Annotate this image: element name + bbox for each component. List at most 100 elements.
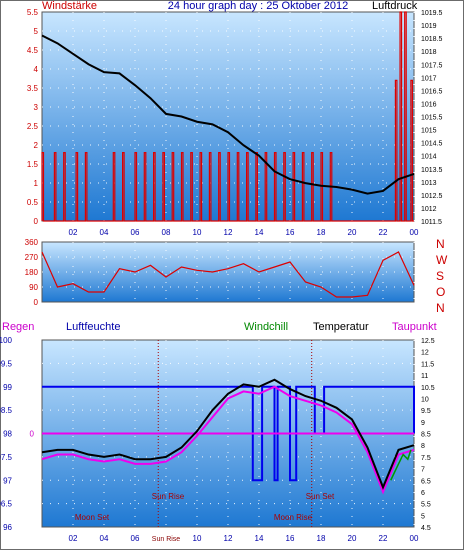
wind-direction-series	[41, 251, 415, 298]
graph-frame	[0, 0, 464, 550]
left-tick-label: 1.5	[27, 160, 39, 169]
humidity-tick-label: 97	[3, 476, 12, 485]
temperature-tick-label: 10	[421, 396, 429, 403]
right-tick-label: 1017	[421, 75, 437, 82]
x-tick-label: 14	[255, 534, 264, 543]
temperatur-label: Temperatur	[313, 321, 369, 333]
right-tick-label: 1012.5	[421, 193, 443, 200]
moon-rise-annotation: Moon Rise	[274, 513, 313, 522]
temperature-tick-label: 5	[421, 513, 425, 520]
right-axis-label: Luftdruck	[372, 0, 418, 12]
x-tick-label: 00	[410, 228, 419, 237]
right-tick-label: 1019	[421, 23, 437, 30]
x-tick-label: 04	[100, 228, 109, 237]
temperature-tick-label: 7	[421, 467, 425, 474]
temperature-series	[41, 378, 415, 490]
x-tick-label: 04	[100, 534, 109, 543]
x-tick-label: 08	[162, 228, 171, 237]
direction-tick-label: 270	[25, 253, 39, 262]
right-tick-label: 1018.5	[421, 36, 443, 43]
x-tick-label: 18	[317, 534, 326, 543]
luftfeuchte-label: Luftfeuchte	[66, 321, 120, 333]
humidity-tick-label: 99	[3, 383, 12, 392]
x-tick-label: Sun Rise	[152, 536, 181, 543]
temperature-tick-label: 8	[421, 443, 425, 450]
x-tick-label: 16	[286, 228, 295, 237]
x-tick-label: 06	[131, 534, 140, 543]
x-tick-label: 20	[348, 534, 357, 543]
right-tick-label: 1016.5	[421, 88, 443, 95]
dewpoint-series	[41, 385, 415, 495]
x-tick-label: 10	[193, 228, 202, 237]
temperature-tick-label: 6.5	[421, 478, 431, 485]
x-tick-label: 06	[131, 228, 140, 237]
windchill-series	[390, 449, 412, 481]
x-tick-label: 12	[224, 228, 233, 237]
compass-label: N	[436, 301, 445, 315]
compass-label: S	[436, 269, 444, 283]
right-tick-label: 1019.5	[421, 10, 443, 17]
left-tick-label: 1	[34, 179, 39, 188]
right-tick-label: 1018	[421, 49, 437, 56]
x-tick-label: 14	[255, 228, 264, 237]
temperature-tick-label: 12	[421, 350, 429, 357]
left-tick-label: 3	[34, 103, 39, 112]
right-tick-label: 1016	[421, 101, 437, 108]
x-tick-label: 20	[348, 228, 357, 237]
wind-speed-series	[41, 11, 414, 222]
compass-label: O	[436, 285, 445, 299]
moon-set-annotation: Moon Set	[75, 513, 110, 522]
regen-label: Regen	[2, 321, 34, 333]
right-tick-label: 1013	[421, 180, 437, 187]
left-tick-label: 0	[34, 217, 39, 226]
temperature-tick-label: 9.5	[421, 408, 431, 415]
sun-rise-annotation: Sun Rise	[152, 492, 185, 501]
regen-tick-label: 0	[30, 430, 35, 439]
humidity-tick-label: 97.5	[0, 453, 13, 462]
right-tick-label: 1014	[421, 154, 437, 161]
windchill-label: Windchill	[244, 321, 288, 333]
temperature-tick-label: 8.5	[421, 432, 431, 439]
direction-tick-label: 360	[25, 238, 39, 247]
humidity-tick-label: 96.5	[0, 500, 13, 509]
right-tick-label: 1015.5	[421, 115, 443, 122]
left-tick-label: 4.5	[27, 46, 39, 55]
humidity-tick-label: 96	[3, 523, 12, 532]
humidity-tick-label: 100	[0, 336, 13, 345]
x-tick-label: 22	[379, 534, 388, 543]
left-tick-label: 0.5	[27, 198, 39, 207]
x-tick-label: 10	[193, 534, 202, 543]
direction-tick-label: 90	[29, 283, 38, 292]
temperature-tick-label: 5.5	[421, 502, 431, 509]
sun-set-annotation: Sun Set	[306, 492, 335, 501]
chart-title: 24 hour graph day : 25 Oktober 2012	[168, 0, 348, 12]
right-tick-label: 1012	[421, 206, 437, 213]
humidity-tick-label: 98	[3, 430, 12, 439]
humidity-tick-label: 98.5	[0, 406, 13, 415]
pressure-series	[41, 34, 415, 195]
right-tick-label: 1017.5	[421, 62, 443, 69]
taupunkt-label: Taupunkt	[392, 321, 437, 333]
x-tick-label: 12	[224, 534, 233, 543]
humidity-tick-label: 99.5	[0, 359, 13, 368]
left-axis-label: Windstärke	[42, 0, 97, 12]
direction-tick-label: 0	[34, 298, 39, 307]
left-tick-label: 2	[34, 141, 39, 150]
compass-label: W	[436, 253, 448, 267]
x-tick-label: 22	[379, 228, 388, 237]
left-tick-label: 2.5	[27, 122, 39, 131]
right-tick-label: 1011.5	[421, 219, 442, 226]
x-tick-label: 00	[410, 534, 419, 543]
temperature-tick-label: 6	[421, 490, 425, 497]
direction-tick-label: 180	[25, 268, 39, 277]
right-tick-label: 1014.5	[421, 141, 443, 148]
temperature-tick-label: 4.5	[421, 525, 431, 532]
compass-label: N	[436, 237, 445, 251]
x-tick-label: 18	[317, 228, 326, 237]
x-tick-label: 02	[69, 228, 78, 237]
x-tick-label: 16	[286, 534, 295, 543]
temperature-tick-label: 12.5	[421, 338, 435, 345]
left-tick-label: 3.5	[27, 84, 39, 93]
